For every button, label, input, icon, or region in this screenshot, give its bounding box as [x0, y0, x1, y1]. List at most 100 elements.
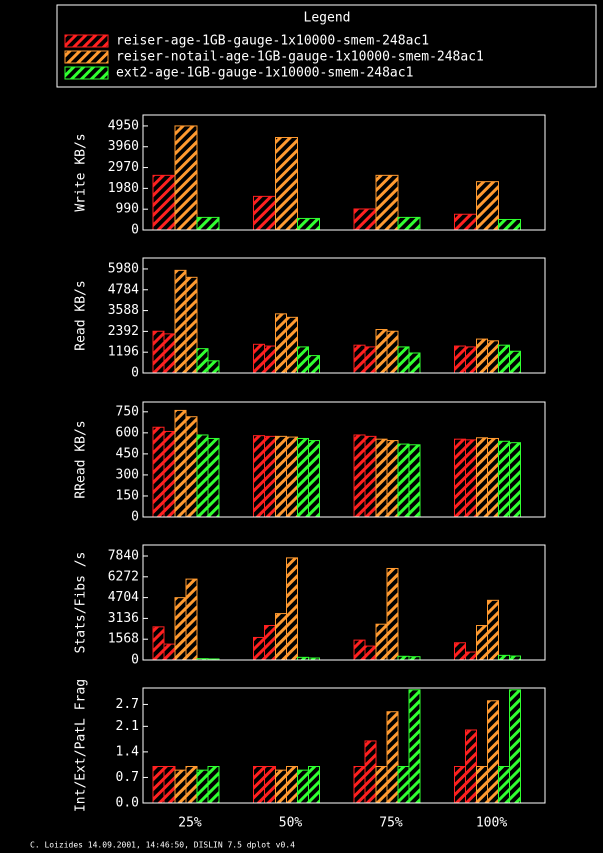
y-tick-label: 4704 [108, 590, 139, 605]
bar [308, 440, 320, 518]
bar [207, 765, 220, 804]
bar [364, 645, 377, 661]
bar [498, 765, 510, 804]
bar [465, 729, 477, 804]
bar [509, 350, 521, 374]
bar [509, 442, 521, 518]
bar [275, 136, 298, 231]
plot-frame [142, 114, 546, 231]
bar [353, 639, 366, 661]
bar [487, 340, 499, 374]
y-tick-label: 2392 [108, 324, 139, 339]
bar [509, 655, 521, 661]
y-tick-label: 1.4 [116, 744, 140, 759]
bar [275, 435, 287, 518]
y-tick-label: 750 [116, 404, 139, 419]
bar [476, 625, 488, 661]
legend-swatch [64, 66, 109, 80]
bar [253, 343, 265, 374]
bar [286, 765, 298, 804]
plot-frame [142, 687, 546, 804]
bar [275, 613, 287, 661]
bar [465, 439, 477, 518]
bar [465, 346, 477, 374]
bar [375, 623, 388, 661]
bar [297, 769, 309, 804]
bar [364, 346, 377, 374]
bar [163, 333, 176, 374]
bar [253, 765, 265, 804]
bar [196, 769, 209, 804]
bar [397, 346, 410, 374]
y-tick-label: 2.1 [116, 719, 139, 734]
bar [353, 208, 377, 231]
bar [364, 740, 377, 804]
y-tick-label: 600 [116, 425, 139, 440]
bar [498, 440, 510, 518]
bar [408, 689, 421, 804]
bar [174, 269, 187, 374]
y-tick-label: 0 [131, 223, 139, 238]
bar [353, 765, 366, 804]
x-tick-label: 75% [379, 816, 403, 831]
bar [163, 643, 176, 661]
bar [264, 435, 276, 518]
bar [397, 765, 410, 804]
bar [264, 345, 276, 374]
y-tick-label: 1568 [108, 632, 139, 647]
bar [364, 435, 377, 518]
bar [163, 430, 176, 518]
y-tick-label: 5980 [108, 261, 139, 276]
bar [297, 437, 309, 518]
bar [275, 313, 287, 374]
bar [408, 352, 421, 374]
y-tick-label: 300 [116, 467, 139, 482]
bar [185, 276, 198, 374]
bar [397, 216, 421, 231]
y-axis-label: Int/Ext/PatL Frag [74, 679, 89, 812]
bar [152, 174, 176, 231]
y-tick-label: 0.7 [116, 770, 139, 785]
y-tick-label: 3136 [108, 611, 139, 626]
y-tick-label: 3960 [108, 139, 139, 154]
bar [174, 409, 187, 518]
y-axis-label: RRead KB/s [74, 420, 89, 498]
y-tick-label: 0.0 [116, 796, 139, 811]
y-tick-label: 150 [116, 488, 139, 503]
bar [454, 213, 477, 231]
y-tick-label: 0 [131, 366, 139, 381]
y-tick-label: 7840 [108, 549, 139, 564]
bar [375, 329, 388, 374]
bar [487, 700, 499, 804]
bar [465, 651, 477, 661]
x-tick-label: 100% [476, 816, 507, 831]
bar [152, 626, 165, 661]
y-tick-label: 1196 [108, 345, 139, 360]
y-tick-label: 3588 [108, 303, 139, 318]
bar [498, 218, 521, 231]
y-tick-label: 450 [116, 446, 139, 461]
bar [196, 348, 209, 374]
bar [386, 440, 399, 518]
bar [253, 435, 265, 518]
bar [286, 436, 298, 518]
y-axis-label: Read KB/s [74, 280, 89, 350]
bar [163, 765, 176, 804]
bar [174, 769, 187, 804]
bar [264, 625, 276, 661]
plot-frame [142, 257, 546, 374]
y-axis-label: Stats/Fibs /s [74, 552, 89, 654]
bar [275, 769, 287, 804]
y-tick-label: 4784 [108, 282, 139, 297]
y-tick-label: 2970 [108, 160, 139, 175]
bar [375, 438, 388, 518]
bar [152, 765, 165, 804]
bar [253, 195, 276, 231]
footer: C. Loizides 14.09.2001, 14:46:50, DISLIN… [30, 841, 295, 850]
bar [487, 437, 499, 518]
bar [174, 125, 198, 231]
bar [253, 636, 265, 661]
bar [152, 330, 165, 374]
bar [487, 599, 499, 661]
